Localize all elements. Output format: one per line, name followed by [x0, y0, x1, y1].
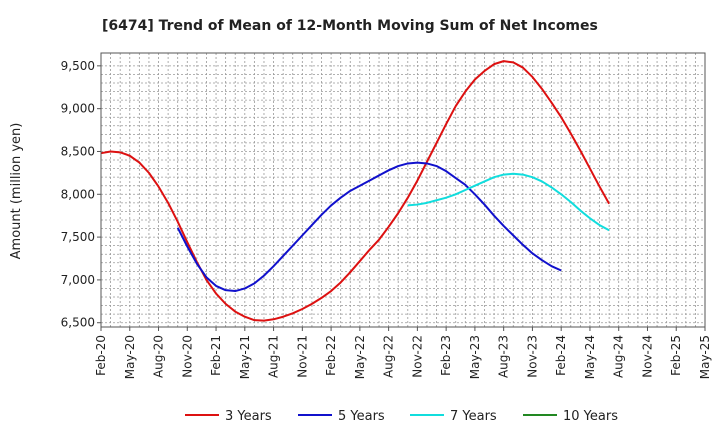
x-tick-label: May-23: [468, 335, 482, 379]
series-lines: [100, 60, 611, 322]
legend-label-7-years: 7 Years: [450, 409, 497, 424]
y-tick-label: 9,000: [61, 102, 95, 116]
legend-label-10-years: 10 Years: [563, 409, 618, 424]
y-tick-label: 8,000: [61, 187, 95, 201]
y-axis-label: Amount (million yen): [9, 123, 24, 260]
x-tick-label: Feb-24: [554, 335, 568, 376]
legend-label-3-years: 3 Years: [225, 409, 272, 424]
x-tick-label: Nov-23: [525, 335, 539, 378]
x-tick-label: Aug-23: [497, 335, 511, 378]
x-tick-label: Nov-20: [180, 335, 194, 378]
x-tick-label: Feb-25: [669, 335, 683, 376]
series-line-7-years: [407, 172, 610, 232]
series-line-3-years: [100, 60, 611, 322]
chart-title: [6474] Trend of Mean of 12-Month Moving …: [102, 18, 598, 34]
y-tick-label: 7,000: [61, 273, 95, 287]
legend-label-5-years: 5 Years: [338, 409, 385, 424]
x-tick-label: Feb-23: [439, 335, 453, 376]
x-tick-label: Aug-20: [152, 335, 166, 378]
x-tick-label: Aug-24: [612, 335, 626, 378]
x-tick-label: May-24: [583, 335, 597, 379]
legend: 3 Years 5 Years 7 Years 10 Years: [185, 409, 618, 424]
y-tick-label: 8,500: [61, 144, 95, 158]
x-tick-label: Nov-21: [295, 335, 309, 378]
x-tick-label: Aug-22: [382, 335, 396, 378]
x-tick-label: Nov-22: [410, 335, 424, 378]
x-tick-label: Aug-21: [267, 335, 281, 378]
x-tick-label: May-21: [238, 335, 252, 379]
x-tick-label: Feb-20: [94, 335, 108, 376]
grid: [100, 53, 706, 327]
plot-area-border: [100, 52, 706, 328]
y-tick-label: 9,500: [61, 59, 95, 73]
x-tick-label: May-20: [123, 335, 137, 379]
y-tick-label: 7,500: [61, 230, 95, 244]
x-tick-label: May-25: [698, 335, 712, 379]
x-tick-label: Nov-24: [640, 335, 654, 378]
y-tick-label: 6,500: [61, 316, 95, 330]
x-tick-label: May-22: [353, 335, 367, 379]
x-tick-label: Feb-21: [209, 335, 223, 376]
series-line-5-years: [176, 161, 562, 293]
y-tick-labels: 6,500 7,000 7,500 8,000 8,500 9,000 9,500: [61, 59, 101, 330]
x-tick-label: Feb-22: [324, 335, 338, 376]
x-tick-labels: Feb-20 May-20 Aug-20 Nov-20 Feb-21 May-21 Aug-…: [94, 327, 712, 379]
